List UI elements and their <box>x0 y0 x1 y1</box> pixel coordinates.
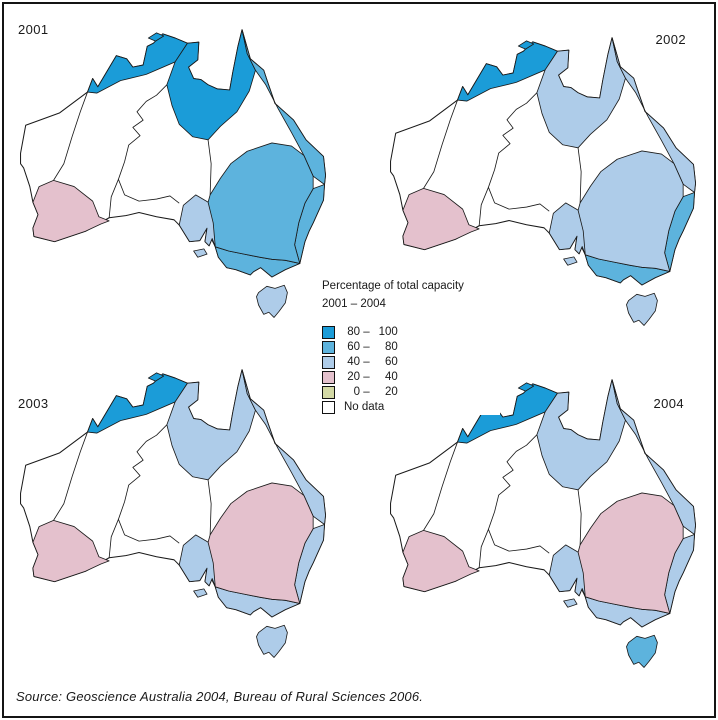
year-label-2002: 2002 <box>655 32 686 47</box>
region-timor-sea <box>87 373 188 434</box>
legend-row-c60: 60 – 80 <box>322 340 500 355</box>
division-line-lake-eyre <box>488 92 550 212</box>
legend-label-c0: 0 – 20 <box>353 386 398 399</box>
map-panel-2002: 2002 <box>372 18 712 340</box>
division-line-south <box>108 519 119 558</box>
region-southwest-wa <box>32 519 110 583</box>
legend-items: 80 – 100 60 – 80 40 – 60 20 – 40 0 – 20 No da… <box>322 325 500 415</box>
division-line-south <box>108 179 119 218</box>
division-line-west-coast <box>423 99 458 189</box>
region-south-australian-gulf <box>178 194 216 248</box>
legend-swatch-nd <box>322 400 335 414</box>
legend-label-c40: 40 – 60 <box>347 356 398 369</box>
region-southwest-wa <box>402 529 480 593</box>
legend-row-c80: 80 – 100 <box>322 325 500 340</box>
region-kangaroo-island <box>563 598 578 608</box>
australia-map <box>390 37 697 326</box>
legend-label-nd: No data <box>344 401 385 414</box>
region-northeast-coast <box>241 369 326 525</box>
region-southwest-wa <box>402 187 480 251</box>
region-tasmania <box>256 624 288 658</box>
legend-swatch-c40 <box>322 355 335 369</box>
legend-row-c40: 40 – 60 <box>322 355 500 370</box>
legend-label-c60: 60 – 80 <box>347 341 398 354</box>
division-line-south <box>478 187 489 226</box>
division-line-west-coast <box>53 91 88 181</box>
legend-row-c20: 20 – 40 <box>322 370 500 385</box>
region-melville-island <box>147 32 165 42</box>
region-south-australian-gulf <box>548 544 586 598</box>
australia-map <box>20 369 327 658</box>
legend-swatch-c20 <box>322 370 335 384</box>
region-tasmania <box>626 634 658 668</box>
division-line-lake-eyre <box>488 434 550 554</box>
division-line-lake-eyre <box>118 84 180 204</box>
source-note: Source: Geoscience Australia 2004, Burea… <box>16 689 424 704</box>
australia-map <box>20 29 327 318</box>
division-line-bulloo <box>207 139 212 195</box>
legend-label-c80: 80 – 100 <box>347 326 398 339</box>
australia-map <box>390 379 697 668</box>
region-melville-island <box>147 372 165 382</box>
legend-swatch-c0 <box>322 385 335 399</box>
region-tasmania <box>256 284 288 318</box>
division-line-west-coast <box>53 431 88 521</box>
region-kangaroo-island <box>563 256 578 266</box>
region-south-australian-gulf <box>548 202 586 256</box>
legend-label-c20: 20 – 40 <box>347 371 398 384</box>
map-panel-2004: 2004 <box>372 360 712 682</box>
region-timor-sea <box>457 383 558 444</box>
region-kangaroo-island <box>193 248 208 258</box>
australia-map-2004 <box>372 360 712 682</box>
map-panel-2003: 2003 <box>2 350 342 672</box>
legend: Percentage of total capacity 2001 – 2004… <box>322 277 500 415</box>
region-timor-sea <box>87 33 188 94</box>
region-northeast-coast <box>611 37 696 193</box>
australia-map-2003 <box>2 350 342 672</box>
region-south-australian-gulf <box>178 534 216 588</box>
division-line-bulloo <box>577 489 582 545</box>
year-label-2003: 2003 <box>18 396 49 411</box>
region-northeast-coast <box>241 29 326 185</box>
year-label-2001: 2001 <box>18 22 49 37</box>
region-tasmania <box>626 292 658 326</box>
region-melville-island <box>517 40 535 50</box>
year-label-2004: 2004 <box>653 396 684 411</box>
legend-swatch-c80 <box>322 325 335 339</box>
region-melville-island <box>517 382 535 392</box>
region-southwest-wa <box>32 179 110 243</box>
australia-map-2001 <box>2 10 342 332</box>
australia-map-2002 <box>372 18 712 340</box>
legend-row-nd: No data <box>322 400 500 415</box>
region-kangaroo-island <box>193 588 208 598</box>
legend-row-c0: 0 – 20 <box>322 385 500 400</box>
region-timor-sea <box>457 41 558 102</box>
division-line-lake-eyre <box>118 424 180 544</box>
map-panel-2001: 2001 <box>2 10 342 332</box>
region-northeast-coast <box>611 379 696 535</box>
division-line-south <box>478 529 489 568</box>
division-line-bulloo <box>207 479 212 535</box>
division-line-bulloo <box>577 147 582 203</box>
legend-swatch-c60 <box>322 340 335 354</box>
legend-subtitle: 2001 – 2004 <box>322 298 386 311</box>
legend-title: Percentage of total capacity <box>322 280 464 292</box>
division-line-west-coast <box>423 441 458 531</box>
